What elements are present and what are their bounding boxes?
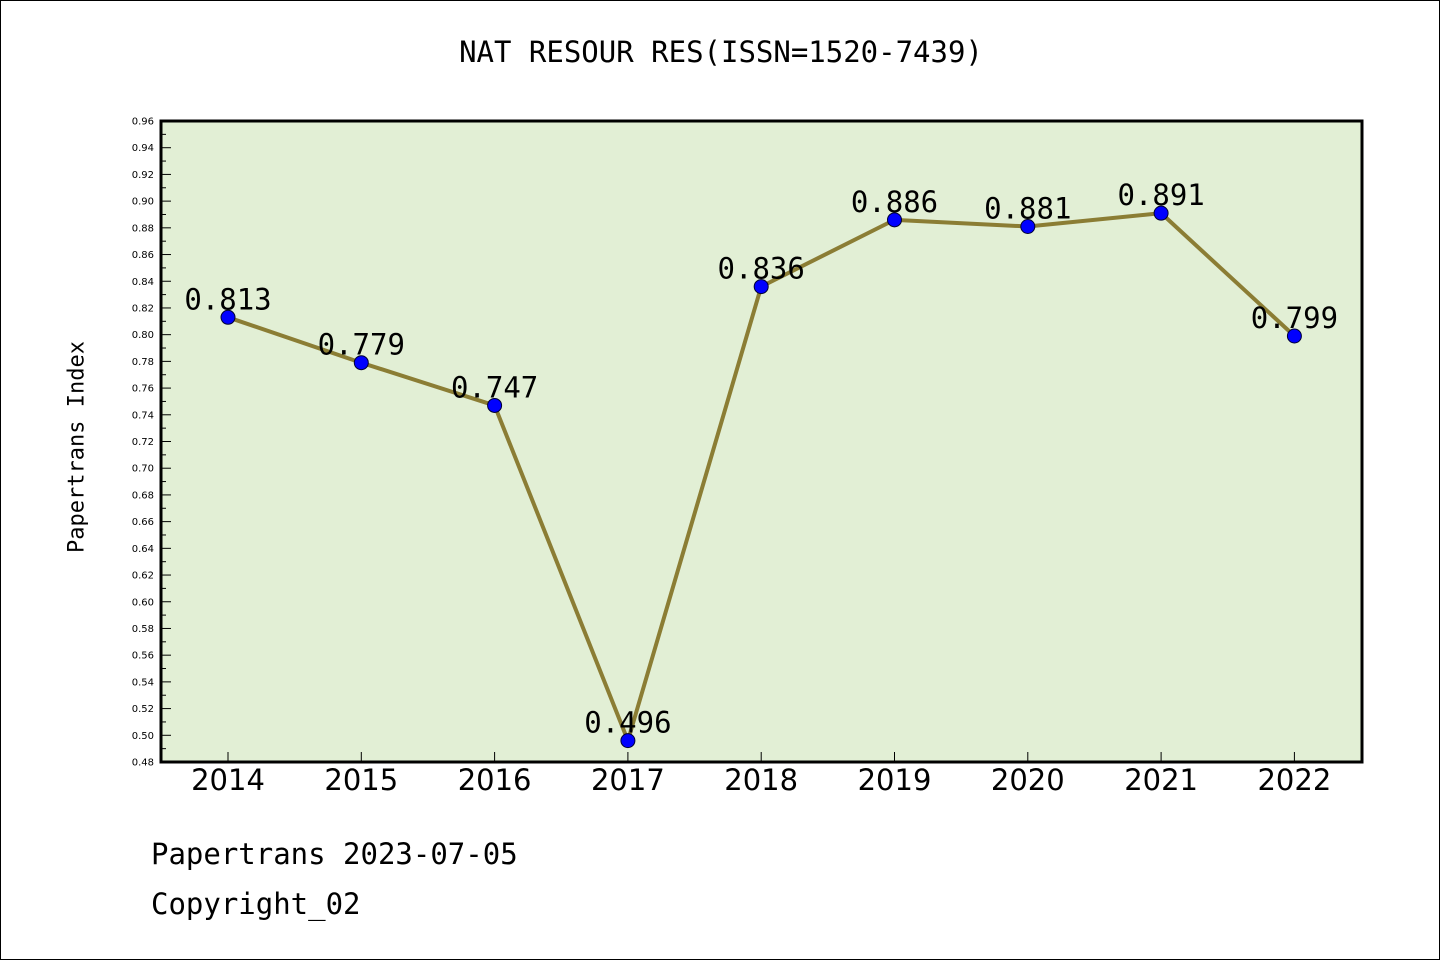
y-tick-label: 0.64	[132, 544, 154, 555]
data-point	[887, 212, 902, 228]
x-tick-label: 2022	[1257, 763, 1331, 797]
y-axis: 0.48 0.50 0.52 0.54 0.56 0.58 0.60 0.62 0.64 0.66…	[132, 117, 171, 769]
data-label: 0.799	[1251, 301, 1338, 335]
y-tick-label: 0.58	[132, 624, 154, 635]
data-point	[1153, 205, 1169, 221]
data-point	[220, 309, 236, 325]
y-tick-label: 0.78	[132, 357, 154, 368]
x-axis: 2014 2015 2016 2017 2018 2019 2020 2021 2022	[191, 752, 1331, 797]
x-tick-label: 2016	[458, 763, 532, 797]
x-tick-label: 2019	[858, 763, 932, 797]
chart-title: NAT RESOUR RES(ISSN=1520-7439)	[459, 35, 983, 69]
y-tick-label: 0.70	[132, 464, 154, 475]
data-point	[753, 279, 769, 295]
y-tick-label: 0.60	[132, 597, 154, 608]
y-tick-label: 0.74	[132, 410, 154, 421]
data-point	[487, 397, 503, 413]
y-tick-label: 0.76	[132, 384, 154, 395]
x-tick-label: 2021	[1124, 763, 1198, 797]
data-label-group: 0.813 0.779 0.747 0.496 0.836 0.886 0.881 0.891…	[184, 178, 1338, 739]
y-tick-label: 0.54	[132, 677, 154, 688]
y-tick-label: 0.84	[132, 277, 154, 288]
x-tick-label: 2018	[724, 763, 798, 797]
y-tick-label: 0.48	[132, 758, 154, 769]
data-label: 0.813	[184, 282, 271, 316]
x-tick-label: 2017	[591, 763, 665, 797]
footer-copyright: Copyright_02	[151, 887, 361, 921]
y-tick-label: 0.52	[132, 704, 154, 715]
data-point	[353, 355, 369, 371]
data-label: 0.836	[718, 252, 805, 286]
data-label: 0.886	[851, 185, 938, 219]
data-label: 0.779	[318, 328, 405, 362]
y-tick-label: 0.56	[132, 651, 154, 662]
y-tick-label: 0.96	[132, 117, 154, 128]
x-tick-label: 2020	[991, 763, 1065, 797]
plot-area	[161, 121, 1362, 762]
data-label: 0.881	[984, 191, 1071, 225]
x-tick-label: 2014	[191, 763, 265, 797]
y-tick-label: 0.62	[132, 571, 154, 582]
x-tick-label: 2015	[324, 763, 398, 797]
y-tick-label: 0.80	[132, 330, 154, 341]
y-tick-label: 0.72	[132, 437, 154, 448]
y-tick-label: 0.66	[132, 517, 154, 528]
data-point	[1286, 328, 1302, 344]
y-tick-label: 0.82	[132, 303, 154, 314]
y-tick-label: 0.86	[132, 250, 154, 261]
y-tick-label: 0.92	[132, 170, 154, 181]
data-label: 0.891	[1117, 178, 1204, 212]
footer-date: Papertrans 2023-07-05	[151, 837, 518, 871]
series-line-group	[220, 205, 1302, 749]
y-axis-label: Papertrans Index	[64, 341, 90, 553]
y-tick-label: 0.90	[132, 197, 154, 208]
y-tick-label: 0.88	[132, 223, 154, 234]
data-point	[1020, 218, 1036, 234]
y-tick-label: 0.68	[132, 490, 154, 501]
data-label: 0.496	[584, 706, 671, 740]
plot-frame	[159, 119, 1364, 764]
y-tick-label: 0.94	[132, 143, 154, 154]
data-label: 0.747	[451, 370, 538, 404]
y-tick-label: 0.50	[132, 731, 154, 742]
data-point	[620, 733, 636, 749]
